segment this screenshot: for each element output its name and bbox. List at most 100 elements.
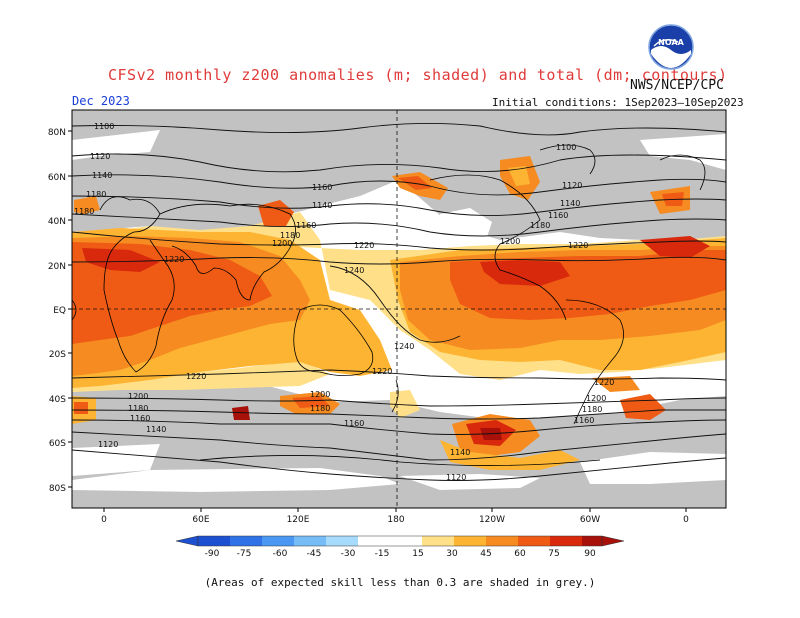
contour-label: 1200 [586,394,606,403]
colorbar-swatch [326,536,358,546]
white-patch-npac [440,208,492,240]
lat-label: 80S [49,484,66,494]
contour-label: 1140 [146,425,166,434]
map-field: 1100 1120 1140 1180 1140 1160 1180 1200 … [72,110,726,508]
contour-label: 1140 [450,448,470,457]
contour-label: 1240 [394,342,414,351]
contour-label: 1200 [310,390,330,399]
colorbar-tick: 75 [548,549,559,559]
anom-europe [74,196,100,214]
colorbar-tick: -90 [205,549,220,559]
contour-label: 1120 [446,473,466,482]
anom-sind-w2 [74,402,88,414]
contour-labels: 1100 1120 1140 1180 1140 1160 1180 1200 … [74,122,614,482]
contour-label: 1160 [548,211,568,220]
contour-label: 1200 [500,237,520,246]
chart-title: CFSv2 monthly z200 anomalies (m; shaded)… [108,66,728,84]
colorbar: -90 -75 -60 -45 -30 -15 15 30 45 60 75 9… [175,535,625,559]
colorbar-tick: 60 [514,549,526,559]
contour-label: 1160 [130,414,150,423]
latitude-axis: 80N 60N 40N 20N EQ 20S 40S 60S 80S [48,128,66,494]
colorbar-tick: 90 [584,549,596,559]
colorbar-tick: 15 [412,549,423,559]
lat-label: 40N [48,217,66,227]
band-75 [82,236,710,286]
anom-spac-ring [440,440,580,470]
lon-label: 60E [192,515,209,525]
colorbar-tick: -60 [273,549,288,559]
white-patch-south3 [580,452,726,484]
contour-label: 1140 [312,201,332,210]
contour-label: 1180 [530,221,550,230]
contour-label: 1180 [280,231,300,240]
contour-label: 1180 [582,405,602,414]
colorbar-swatch [582,536,602,546]
colorbar-swatch [422,536,454,546]
colorbar-swatch [358,536,390,546]
lon-label: 120E [287,515,310,525]
contour-label: 1180 [310,404,330,413]
lat-label: EQ [53,306,66,316]
contour-label: 1220 [594,378,614,387]
contour-label: 1180 [128,404,148,413]
colorbar-ticks: -90 -75 -60 -45 -30 -15 15 30 45 60 75 9… [205,549,596,559]
colorbar-neg-arrow [175,535,199,547]
lat-label: 60N [48,173,66,183]
lon-label: 0 [683,515,689,525]
contour-label: 1160 [296,221,316,230]
contour-label: 1140 [92,171,112,180]
lon-label: 60W [580,515,600,525]
coastlines [72,144,706,466]
contour-label: 1220 [372,367,392,376]
contour-label: 1220 [568,241,588,250]
contour-label: 1100 [94,122,114,131]
lat-label: 60S [49,439,66,449]
colorbar-swatch [390,536,422,546]
contour-label: 1180 [74,207,94,216]
lat-label: 40S [49,395,66,405]
lat-ticks [68,130,72,488]
colorbar-swatch [550,536,582,546]
lon-label: 0 [101,515,107,525]
anom-saus-core [292,396,330,408]
contour-label: 1120 [98,440,118,449]
colorbar-swatch [294,536,326,546]
anom-satl-2 [592,376,640,392]
colorbar-pos-arrow [601,535,625,547]
contour-label: 1220 [354,241,374,250]
contour-label: 1120 [90,152,110,161]
contour-label: 1180 [86,190,106,199]
white-patch-arctic [72,130,160,160]
colorbar-swatch [518,536,550,546]
agency-label: NWS/NCEP/CPC [630,78,724,93]
lat-label: 20N [48,262,66,272]
colorbar-tick: -45 [307,549,322,559]
contour-label: 1140 [560,199,580,208]
longitude-axis: 0 60E 120E 180 120W 60W 0 [101,515,689,525]
lat-label: 20S [49,350,66,360]
lon-label: 120W [479,515,505,525]
colorbar-tick: 45 [480,549,491,559]
contour-label: 1160 [312,183,332,192]
colorbar-swatch [198,536,230,546]
white-patch-south2 [72,468,400,492]
lat-label: 80N [48,128,66,138]
colorbar-swatch [262,536,294,546]
contour-label: 1120 [562,181,582,190]
colorbar-tick: -15 [375,549,390,559]
colorbar-tick: -75 [237,549,252,559]
initial-conditions-label: Initial conditions: 1Sep2023–10Sep2023 [492,96,744,109]
colorbar-swatch [486,536,518,546]
lon-ticks [103,508,687,512]
colorbar-swatch [454,536,486,546]
colorbar-swatch [230,536,262,546]
skill-footnote: (Areas of expected skill less than 0.3 a… [204,576,596,589]
contour-label: 1200 [128,392,148,401]
white-patch-arctic-e [640,134,726,170]
contour-label: 1100 [556,143,576,152]
anom-canada-inner [508,166,530,186]
lon-label: 180 [387,515,404,525]
logo-text: NOAA [658,38,684,47]
contour-label: 1160 [574,416,594,425]
